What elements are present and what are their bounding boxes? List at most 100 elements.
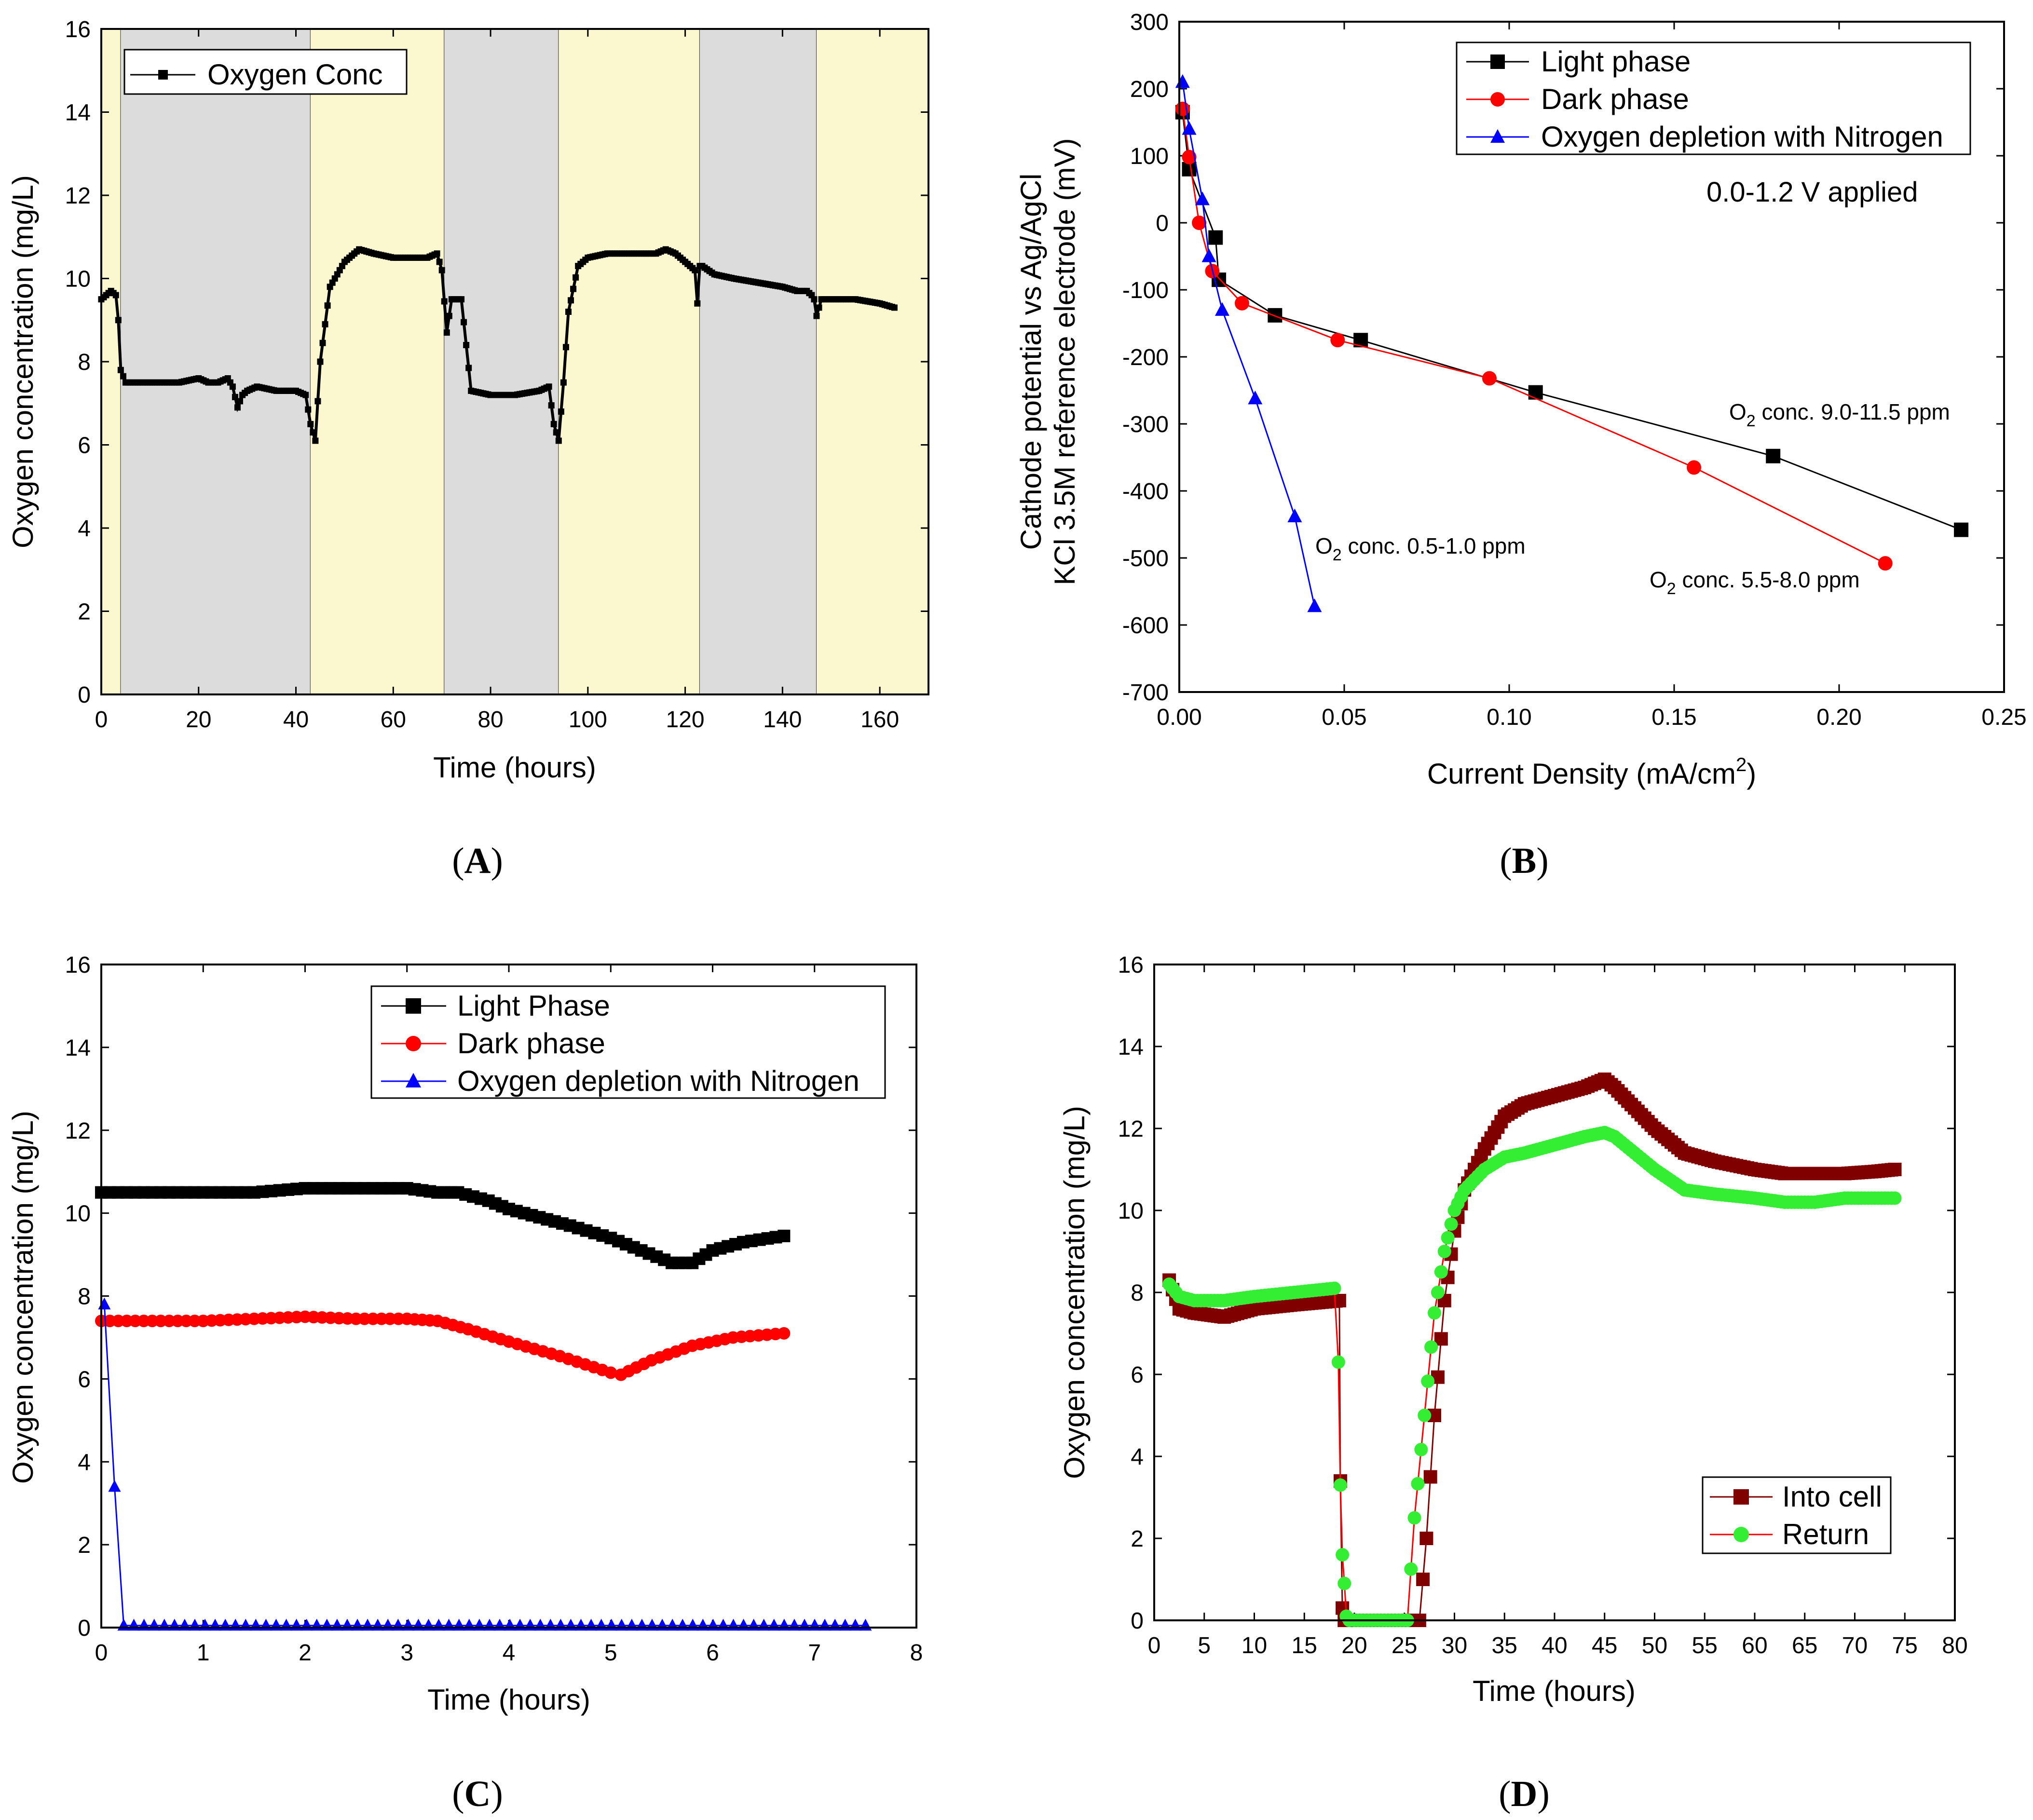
b-y-tick-label: 200 bbox=[1130, 77, 1169, 102]
c-x-tick-label: 2 bbox=[299, 1640, 312, 1666]
b-x-tick-label: 0.00 bbox=[1157, 705, 1201, 730]
b-data-point-triangle bbox=[1195, 191, 1210, 205]
d-x-tick-label: 75 bbox=[1892, 1633, 1918, 1658]
c-data-point-triangle bbox=[229, 1618, 242, 1631]
a-data-point bbox=[694, 300, 701, 307]
c-data-point-triangle bbox=[514, 1618, 527, 1631]
c-data-point-triangle bbox=[788, 1618, 801, 1631]
d-y-tick-label: 16 bbox=[1118, 952, 1144, 978]
d-x-tick-label: 0 bbox=[1148, 1633, 1161, 1658]
c-x-tick-label: 8 bbox=[910, 1640, 923, 1666]
c-data-point-triangle bbox=[463, 1618, 476, 1631]
c-y-tick-label: 0 bbox=[78, 1616, 91, 1641]
b-series-line-2 bbox=[1182, 81, 1315, 607]
c-data-point-triangle bbox=[483, 1618, 496, 1631]
d-x-tick-label: 15 bbox=[1292, 1633, 1317, 1658]
a-y-tick-label: 12 bbox=[65, 183, 91, 209]
c-data-point-triangle bbox=[574, 1618, 587, 1631]
a-data-point bbox=[573, 274, 579, 281]
a-data-point bbox=[560, 379, 567, 386]
d-data-point-circle bbox=[1434, 1265, 1448, 1279]
c-data-point-triangle bbox=[98, 1297, 111, 1310]
a-data-point bbox=[461, 319, 467, 326]
a-data-point bbox=[310, 429, 316, 436]
a-data-point bbox=[465, 365, 472, 371]
b-legend-swatch-marker bbox=[1490, 129, 1505, 143]
a-data-point bbox=[553, 429, 559, 436]
d-y-tick-label: 10 bbox=[1118, 1198, 1144, 1224]
b-data-point-square bbox=[1954, 522, 1969, 537]
c-data-point-triangle bbox=[859, 1618, 872, 1631]
d-x-axis-title: Time (hours) bbox=[1473, 1675, 1636, 1707]
a-data-point bbox=[692, 267, 698, 273]
d-data-point-circle bbox=[1888, 1191, 1902, 1205]
a-data-point bbox=[546, 383, 552, 390]
a-band-dark bbox=[444, 29, 559, 694]
a-data-point bbox=[438, 267, 445, 273]
c-data-point-triangle bbox=[625, 1618, 638, 1631]
c-data-point-triangle bbox=[249, 1618, 262, 1631]
a-data-point bbox=[436, 258, 443, 265]
d-plot-frame bbox=[1153, 964, 1956, 1621]
d-y-tick-label: 14 bbox=[1118, 1034, 1144, 1060]
a-data-point bbox=[234, 404, 241, 411]
a-data-point bbox=[112, 292, 119, 299]
a-band-light bbox=[310, 29, 445, 694]
b-y-tick-label: -300 bbox=[1122, 412, 1169, 437]
a-data-point bbox=[446, 312, 452, 319]
c-data-point-triangle bbox=[504, 1618, 517, 1631]
a-data-point bbox=[550, 421, 557, 427]
b-data-point-square bbox=[1766, 448, 1781, 463]
a-data-point bbox=[568, 297, 574, 304]
b-x-tick-label: 0.15 bbox=[1651, 705, 1696, 730]
a-x-tick-label: 0 bbox=[95, 707, 108, 733]
c-y-tick-label: 6 bbox=[78, 1367, 91, 1392]
b-y-tick-label: -700 bbox=[1122, 680, 1169, 706]
a-data-point bbox=[441, 298, 448, 305]
c-data-point-triangle bbox=[108, 1480, 121, 1492]
b-data-point-circle bbox=[1687, 460, 1702, 475]
b-y-tick-label: -500 bbox=[1122, 546, 1169, 571]
c-data-point-triangle bbox=[168, 1618, 181, 1631]
b-data-point-circle bbox=[1192, 216, 1207, 230]
a-data-point bbox=[558, 408, 564, 415]
c-data-point-triangle bbox=[300, 1618, 313, 1631]
a-y-tick-label: 0 bbox=[78, 682, 91, 708]
d-x-tick-label: 20 bbox=[1341, 1633, 1367, 1658]
c-data-point-triangle bbox=[442, 1618, 455, 1631]
b-y-tick-label: 100 bbox=[1130, 144, 1169, 169]
d-data-point-square bbox=[1419, 1532, 1433, 1545]
d-data-point-circle bbox=[1424, 1340, 1438, 1354]
c-data-point-triangle bbox=[473, 1618, 486, 1631]
b-data-point-triangle bbox=[1214, 302, 1229, 316]
c-y-tick-label: 12 bbox=[65, 1118, 91, 1144]
d-x-tick-label: 50 bbox=[1642, 1633, 1667, 1658]
b-y-tick-label: -200 bbox=[1122, 345, 1169, 370]
c-data-point-triangle bbox=[778, 1618, 791, 1631]
c-data-point-triangle bbox=[767, 1618, 780, 1631]
a-x-tick-label: 140 bbox=[763, 707, 802, 733]
c-data-point-triangle bbox=[158, 1618, 171, 1631]
c-legend-label-light: Light Phase bbox=[457, 990, 610, 1022]
c-data-point-triangle bbox=[290, 1618, 303, 1631]
c-legend-items bbox=[381, 998, 446, 1087]
c-data-point-triangle bbox=[199, 1618, 212, 1631]
b-legend-label-dark: Dark phase bbox=[1541, 83, 1689, 115]
c-data-point-triangle bbox=[341, 1618, 354, 1631]
c-data-point-triangle bbox=[564, 1618, 577, 1631]
b-data-point-triangle bbox=[1307, 598, 1322, 612]
c-series-line-0 bbox=[101, 1187, 784, 1264]
panel-a: 0 20 40 60 80 100 120 140 160 0 2 4 6 8 10 12 14 16 Time … bbox=[7, 17, 929, 881]
d-data-point-circle bbox=[1431, 1286, 1445, 1299]
a-y-tick-label: 2 bbox=[78, 599, 91, 625]
a-data-point bbox=[307, 421, 314, 427]
a-x-axis-title: Time (hours) bbox=[433, 751, 596, 784]
a-y-tick-label: 10 bbox=[65, 267, 91, 292]
c-legend-swatch-marker bbox=[406, 1036, 421, 1051]
d-data-point-square bbox=[1423, 1470, 1437, 1484]
d-data-point-circle bbox=[1437, 1245, 1451, 1258]
b-y-axis-title-line2: KCl 3.5M reference electrode (mV) bbox=[1049, 138, 1081, 585]
c-legend-swatch-marker bbox=[406, 1073, 421, 1087]
b-data-point-circle bbox=[1482, 371, 1497, 386]
d-y-tick-label: 6 bbox=[1131, 1362, 1144, 1388]
